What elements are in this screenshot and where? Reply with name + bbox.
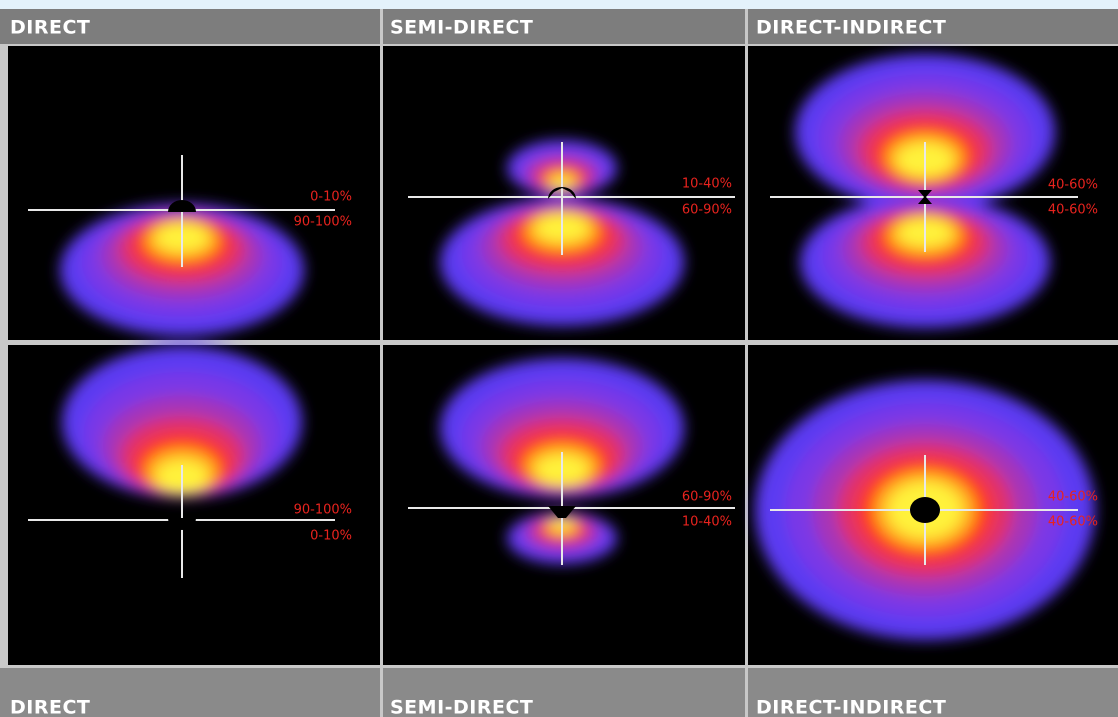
upward-share: 40-60%: [1048, 515, 1098, 530]
downward-share: 90-100%: [294, 503, 352, 518]
upward-share: 10-40%: [682, 177, 732, 192]
diagram: DIRECT SEMI-DIRECT DIRECT-INDIRECT 0-10%…: [0, 0, 1118, 717]
downward-share: 40-60%: [1048, 203, 1098, 218]
upward-share: 10-40%: [682, 515, 732, 530]
header-label: DIRECT: [10, 17, 90, 39]
downward-share: 90-100%: [294, 215, 352, 230]
upward-share: 0-10%: [310, 190, 352, 205]
footer-label: SEMI-DIRECT: [390, 697, 533, 717]
downward-share: 40-60%: [1048, 490, 1098, 505]
footer-label: DIRECT-INDIRECT: [756, 697, 946, 717]
upward-share: 0-10%: [310, 529, 352, 544]
upward-share: 40-60%: [1048, 178, 1098, 193]
top-strip: [0, 0, 1118, 9]
downward-share: 60-90%: [682, 203, 732, 218]
footer-label: DIRECT: [10, 697, 90, 717]
header-label: DIRECT-INDIRECT: [756, 17, 946, 39]
header-label: SEMI-DIRECT: [390, 17, 533, 39]
downward-share: 60-90%: [682, 490, 732, 505]
